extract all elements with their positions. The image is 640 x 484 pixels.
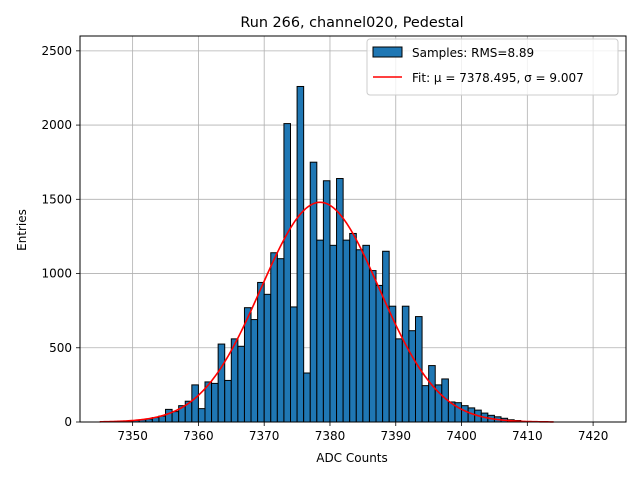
y-tick-label: 1000 <box>41 267 72 281</box>
histogram-bar <box>211 382 219 423</box>
x-tick-label: 7360 <box>183 429 214 443</box>
histogram-bar <box>303 372 311 423</box>
x-tick-label: 7350 <box>117 429 148 443</box>
histogram-bar <box>296 85 305 423</box>
axis-ticks: 7350 7360 7370 7380 7390 7400 7410 7420 0 500 1000… <box>41 44 608 443</box>
histogram-bar <box>342 239 351 423</box>
histogram-bar <box>197 408 206 423</box>
histogram-bar <box>191 384 199 423</box>
x-tick-label: 7420 <box>578 429 609 443</box>
y-tick-label: 2000 <box>41 118 72 132</box>
x-tick-label: 7390 <box>380 429 411 443</box>
histogram-bar <box>217 343 226 423</box>
histogram-bar <box>461 405 469 423</box>
y-tick-label: 0 <box>64 415 72 429</box>
histogram-bar <box>171 411 180 423</box>
histogram-bar <box>428 365 436 423</box>
histogram-bar <box>243 307 252 423</box>
x-axis-label: ADC Counts <box>316 451 388 465</box>
histogram-bar <box>224 379 232 423</box>
histogram-bar <box>355 249 364 423</box>
x-tick-label: 7380 <box>315 429 346 443</box>
legend: Samples: RMS=8.89 Fit: μ = 7378.495, σ =… <box>366 38 619 96</box>
legend-fit-label: Fit: μ = 7378.495, σ = 9.007 <box>412 71 584 85</box>
chart-title: Run 266, channel020, Pedestal <box>240 15 463 31</box>
histogram-bar <box>362 244 370 423</box>
histogram-bar <box>237 345 245 423</box>
histogram-bar <box>408 330 416 423</box>
histogram-bar <box>395 338 403 423</box>
legend-histogram-swatch <box>372 46 403 58</box>
histogram-bar <box>270 252 278 423</box>
x-tick-label: 7370 <box>249 429 280 443</box>
y-tick-label: 500 <box>49 341 72 355</box>
histogram-bar <box>322 180 331 423</box>
gaussian-fit-curve <box>99 201 554 423</box>
histogram-bar <box>230 338 239 423</box>
histogram-bar <box>382 250 390 423</box>
histogram-bar <box>276 258 285 423</box>
fit-curve-layer <box>99 201 554 423</box>
y-tick-label: 1500 <box>41 192 72 206</box>
plot-area-frame <box>79 35 627 423</box>
histogram-bar <box>401 305 410 423</box>
histogram-bar <box>250 319 259 423</box>
histogram-bar <box>263 293 272 423</box>
histogram-bar <box>257 281 265 423</box>
histogram-bar <box>165 408 173 423</box>
histogram-bars <box>125 85 522 423</box>
x-tick-label: 7410 <box>512 429 543 443</box>
histogram-bar <box>368 270 377 423</box>
histogram-bar <box>316 239 324 423</box>
histogram-bar <box>283 123 292 423</box>
legend-histogram-label: Samples: RMS=8.89 <box>412 46 534 60</box>
histogram-bar <box>290 306 298 423</box>
histogram-bar <box>421 385 430 423</box>
histogram-bar <box>349 232 357 423</box>
histogram-bar <box>329 244 338 423</box>
y-tick-label: 2500 <box>41 44 72 58</box>
histogram-bar <box>375 284 384 423</box>
legend-box <box>366 38 619 96</box>
y-axis-label: Entries <box>15 209 29 251</box>
x-tick-label: 7400 <box>446 429 477 443</box>
histogram-bar <box>309 161 318 423</box>
